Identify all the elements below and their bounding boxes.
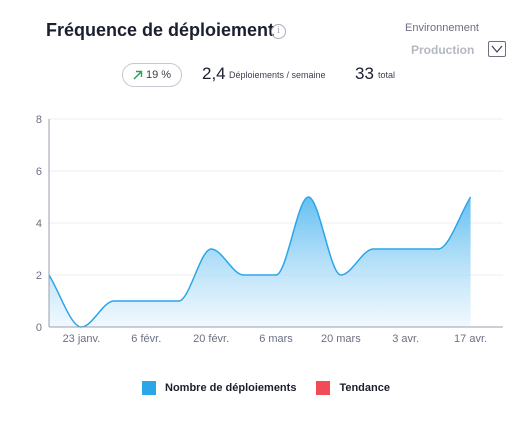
environment-label: Environnement xyxy=(405,22,479,34)
x-tick-label: 6 févr. xyxy=(131,333,161,345)
page-title: Fréquence de déploiement xyxy=(46,20,275,40)
environment-select-value[interactable]: Production xyxy=(411,43,475,57)
x-tick-label: 3 avr. xyxy=(392,333,419,345)
legend-swatch-deployments xyxy=(142,381,157,395)
x-tick-label: 20 févr. xyxy=(193,333,229,345)
legend-label-trend: Tendance xyxy=(339,382,390,394)
frequency-label: Déploiements / semaine xyxy=(229,70,326,80)
legend-item-trend[interactable]: Tendance xyxy=(316,381,390,395)
x-tick-label: 6 mars xyxy=(259,333,293,345)
legend-item-deployments[interactable]: Nombre de déploiements xyxy=(142,381,296,395)
y-tick-label: 2 xyxy=(36,270,42,282)
y-tick-label: 6 xyxy=(36,166,42,178)
change-value: 19 % xyxy=(145,69,172,81)
chevron-down-icon[interactable] xyxy=(488,41,506,57)
y-tick-label: 0 xyxy=(36,322,42,334)
chart-legend: Nombre de déploiements Tendance xyxy=(0,381,532,395)
series-line xyxy=(48,196,472,328)
x-tick-label: 23 janv. xyxy=(63,333,101,345)
frequency-value: 2,4 xyxy=(202,64,226,83)
x-tick-label: 20 mars xyxy=(321,333,361,345)
legend-label-deployments: Nombre de déploiements xyxy=(165,382,297,394)
y-tick-label: 4 xyxy=(36,218,42,230)
series-area xyxy=(49,197,471,327)
total-label: total xyxy=(378,70,396,80)
info-icon[interactable]: i xyxy=(271,24,286,39)
y-tick-label: 8 xyxy=(36,114,42,126)
total-value: 33 xyxy=(355,64,374,83)
trend-up-arrow-icon xyxy=(133,70,143,80)
legend-swatch-trend xyxy=(316,381,331,395)
x-tick-label: 17 avr. xyxy=(454,333,487,345)
deployment-chart: 0 2 4 6 8 23 janv. 6 févr. 20 févr. 6 mars 20 ma… xyxy=(36,114,503,345)
change-badge: 19 % xyxy=(122,63,182,87)
